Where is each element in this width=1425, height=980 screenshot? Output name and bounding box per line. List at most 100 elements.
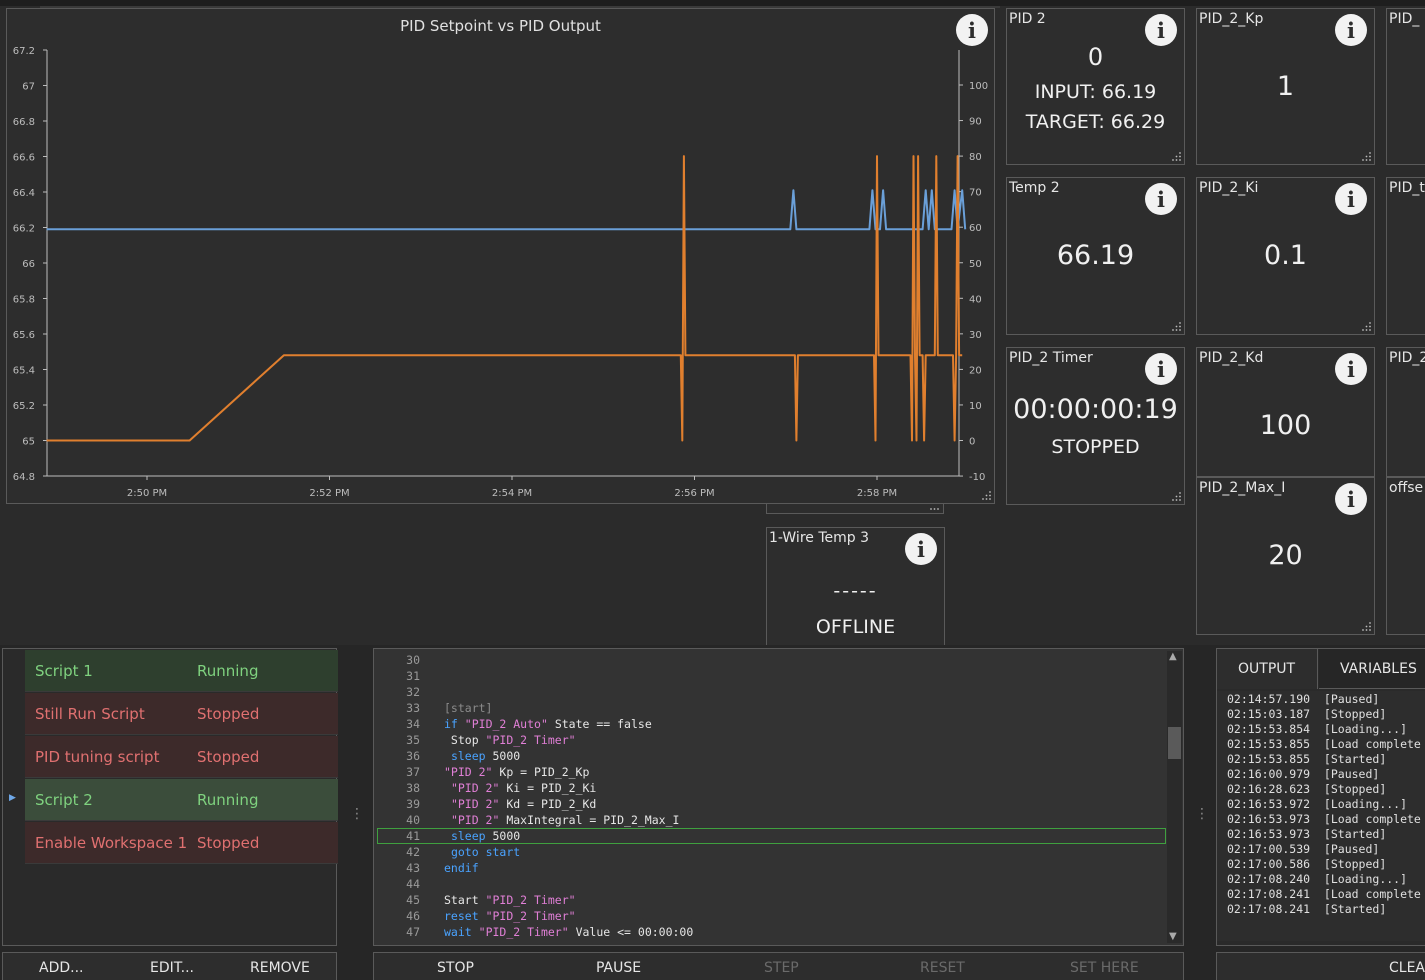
splitter-grip-icon[interactable]: ⋮ [350,806,364,822]
code-line[interactable]: 42 goto start [374,845,1164,861]
line-number: 34 [406,717,420,731]
code-line[interactable]: 45 Start "PID_2 Timer" [374,893,1164,909]
script-row[interactable]: Script 2 Running [25,779,338,821]
script-row[interactable]: Enable Workspace 1 Stopped [25,822,338,864]
right-tick-label: 40 [969,294,982,305]
tile-title: PID_2_Max_I [1199,480,1286,496]
tile-target: TARGET: 66.29 [1025,111,1166,133]
script-row[interactable]: Still Run Script Stopped [25,693,338,735]
reset-button[interactable]: RESET [920,960,965,976]
clear-button[interactable]: CLEA [1389,960,1425,976]
add-script-button[interactable]: ADD... [39,960,84,976]
resize-grip-icon[interactable] [1172,492,1181,501]
script-row[interactable]: PID tuning script Stopped [25,736,338,778]
log-line: 02:15:53.854 [Loading...] [1227,722,1408,736]
tile-title: PID_2 Timer [1009,350,1093,366]
edit-script-button[interactable]: EDIT... [150,960,194,976]
tile-title: PID_ [1389,11,1420,27]
tile-pid2-timer[interactable]: PID_2 Timer i 00:00:00:19 STOPPED [1006,347,1185,505]
tile-1wire-temp3[interactable]: 1-Wire Temp 3 i ----- OFFLINE [766,527,945,652]
info-icon[interactable]: i [1335,353,1367,385]
splitter-grip-icon[interactable]: ⋮ [1195,806,1209,822]
code-line[interactable]: 47 wait "PID_2 Timer" Value <= 00:00:00 [374,925,1164,941]
code-line[interactable]: 38 "PID 2" Ki = PID_2_Ki [374,781,1164,797]
resize-grip-icon[interactable] [1172,322,1181,331]
tile-pid2-kd[interactable]: PID_2_Kd i 100 [1196,347,1375,477]
resize-grip-icon[interactable] [1362,622,1371,631]
tab-output[interactable]: OUTPUT [1217,649,1318,689]
tile-pid2-max-i[interactable]: PID_2_Max_I i 20 [1196,477,1375,635]
editor-button-bar: STOP PAUSE STEP RESET SET HERE [373,952,1184,980]
code-line[interactable]: 33 [start] [374,701,1164,717]
tile-col3-d[interactable]: offse [1386,477,1425,635]
line-number: 43 [406,861,420,875]
scroll-down-icon[interactable]: ▼ [1169,931,1177,942]
set-here-button[interactable]: SET HERE [1070,960,1139,976]
line-number: 36 [406,749,420,763]
tile-input: INPUT: 66.19 [1034,81,1157,103]
scroll-up-icon[interactable]: ▲ [1169,651,1177,662]
line-text: Stop "PID_2 Timer" [444,733,576,747]
step-button[interactable]: STEP [764,960,799,976]
line-text: if "PID_2 Auto" State == false [444,717,652,731]
code-line[interactable]: 30 [374,653,1164,669]
line-number: 31 [406,669,420,683]
line-number: 32 [406,685,420,699]
output-log[interactable]: 02:14:57.190 [Paused] 02:15:03.187 [Stopp… [1217,691,1425,941]
tab-variables[interactable]: VARIABLES [1319,649,1425,689]
tile-state: STOPPED [1051,436,1140,458]
line-text: sleep 5000 [450,749,521,763]
code-line[interactable]: 32 [374,685,1164,701]
remove-script-button[interactable]: REMOVE [250,960,310,976]
code-line[interactable]: 43 endif [374,861,1164,877]
right-tick-label: 60 [969,223,982,234]
script-row[interactable]: Script 1 Running [25,650,338,692]
resize-grip-icon[interactable] [1362,152,1371,161]
right-tick-label: 90 [969,117,982,128]
tile-temp2[interactable]: Temp 2 i 66.19 [1006,177,1185,335]
code-editor[interactable]: 30 31 32 33 [start] 34 if "PID_2 Auto" State =… [373,648,1184,946]
info-icon[interactable]: i [956,14,988,46]
code-line[interactable]: 34 if "PID_2 Auto" State == false [374,717,1164,733]
resize-grip-icon[interactable] [930,501,939,510]
info-icon[interactable]: i [905,533,937,565]
line-text: endif [444,861,479,875]
scrollbar-thumb[interactable] [1168,727,1181,759]
top-strip [0,0,1425,6]
tile-pid2-ki[interactable]: PID_2_Ki i 0.1 [1196,177,1375,335]
script-status: Stopped [197,748,260,766]
code-line[interactable]: 40 "PID 2" MaxIntegral = PID_2_Max_I [374,813,1164,829]
x-tick-label: 2:58 PM [857,488,897,499]
tile-col3-b[interactable]: PID_t [1386,177,1425,335]
resize-grip-icon[interactable] [1362,322,1371,331]
info-icon[interactable]: i [1335,14,1367,46]
code-line[interactable]: 46 reset "PID_2 Timer" [374,909,1164,925]
chart-plot: 67.2 67 66.8 66.6 66.4 66.2 66 65.8 65.6 65.4 65.2… [13,46,988,499]
tile-pid2-kp[interactable]: PID_2_Kp i 1 [1196,8,1375,165]
code-line[interactable]: 39 "PID 2" Kd = PID_2_Kd [374,797,1164,813]
tile-title: PID_2_Kd [1199,350,1264,366]
editor-scrollbar[interactable]: ▲ ▼ [1167,651,1182,943]
code-line[interactable]: 41 sleep 5000 [374,829,1164,845]
code-line[interactable]: 36 sleep 5000 [374,749,1164,765]
tile-value: 20 [1268,540,1303,571]
info-icon[interactable]: i [1335,183,1367,215]
script-name: Script 2 [35,791,93,809]
tab-output-label: OUTPUT [1238,661,1296,677]
info-icon[interactable]: i [1335,483,1367,515]
info-icon[interactable]: i [1145,353,1177,385]
resize-grip-icon[interactable] [1172,152,1181,161]
info-icon[interactable]: i [1145,183,1177,215]
tile-pid2[interactable]: PID 2 i 0 INPUT: 66.19 TARGET: 66.29 [1006,8,1185,165]
code-line[interactable]: 37 "PID 2" Kp = PID_2_Kp [374,765,1164,781]
pause-button[interactable]: PAUSE [596,960,642,976]
tile-col3-c[interactable]: PID_2 [1386,347,1425,477]
code-line[interactable]: 44 [374,877,1164,893]
info-icon[interactable]: i [1145,14,1177,46]
resize-grip-icon[interactable] [982,491,991,500]
stop-button[interactable]: STOP [437,960,474,976]
tile-col3-a[interactable]: PID_ [1386,8,1425,165]
script-name: Still Run Script [35,705,145,723]
code-line[interactable]: 31 [374,669,1164,685]
code-line[interactable]: 35 Stop "PID_2 Timer" [374,733,1164,749]
